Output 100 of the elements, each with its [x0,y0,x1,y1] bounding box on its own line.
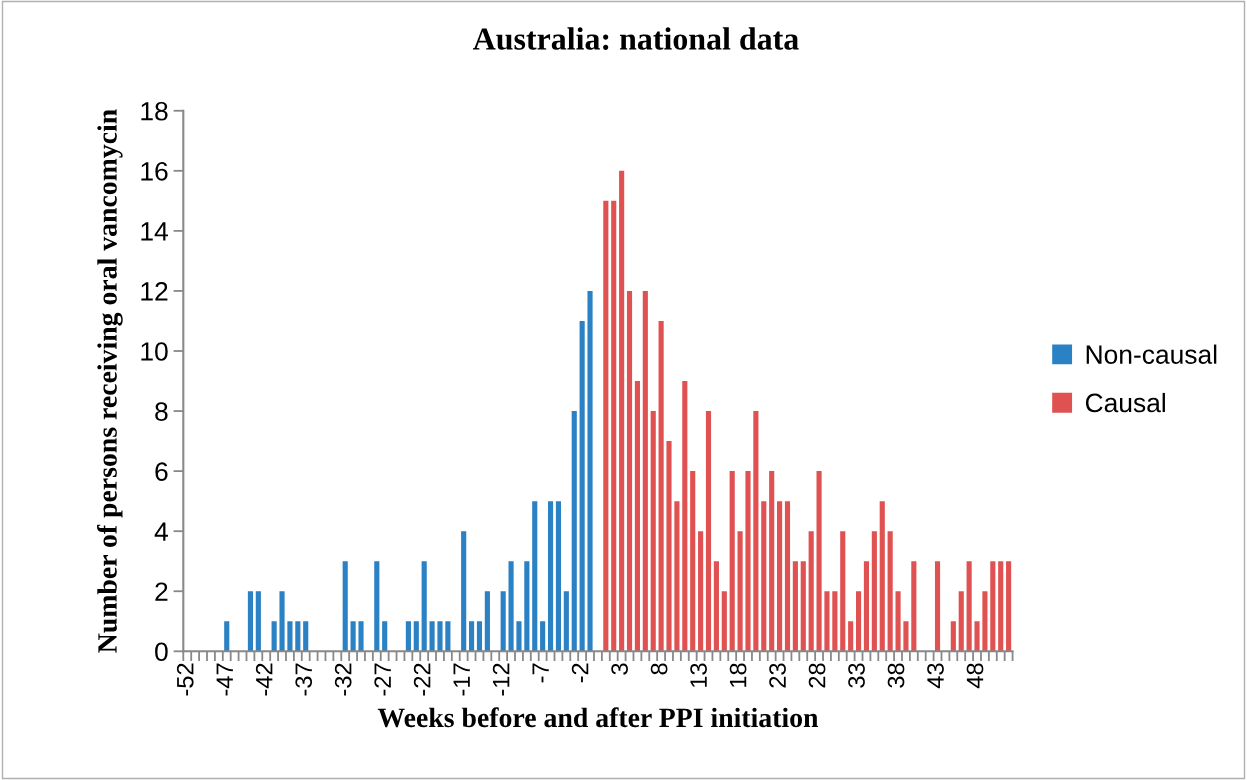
bar [690,471,696,652]
bar [295,621,301,652]
x-tick-label: 48 [966,663,984,689]
bar [287,621,293,652]
y-tick-label: 16 [141,161,168,181]
bar [903,621,909,652]
x-tick-label: -17 [453,663,470,696]
bar [658,320,664,652]
bar [761,501,767,652]
y-tick-label: 12 [141,282,168,301]
bar [547,501,554,652]
bar [224,621,230,652]
legend-label: Causal [1085,392,1165,413]
y-tick-label: 8 [155,402,168,421]
x-tick-label: 18 [729,663,747,687]
bar [271,621,277,652]
bar [824,591,830,652]
bar [729,471,735,652]
x-tick-label: -27 [374,663,391,696]
y-tick-label: 18 [141,101,168,121]
bar [1006,561,1012,652]
bar [650,411,656,652]
bar [516,621,522,652]
bar [358,621,364,652]
bar [713,561,719,652]
bar [982,591,988,652]
bar [421,561,427,652]
x-tick-label: 8 [650,663,668,675]
bar [674,501,680,652]
bar [255,591,261,652]
bar [508,561,514,652]
x-axis-title: Weeks before and after PPI initiation [377,707,819,728]
bar [998,561,1004,652]
bar [405,621,411,652]
x-tick-label: -42 [255,663,273,696]
bar [934,561,941,652]
bar [532,501,538,652]
y-tick-label: 0 [155,642,168,662]
bar [705,411,712,652]
bar [555,501,562,652]
bar [737,531,743,652]
x-tick-label: 38 [887,663,905,688]
bar [784,501,791,652]
bar [587,290,593,652]
x-tick-label: -47 [216,663,233,696]
x-tick-label: 13 [690,663,707,687]
bar [958,591,964,652]
x-tick-label: 28 [808,663,826,688]
bar [484,591,490,652]
bar [666,441,672,652]
bar [303,621,309,652]
bar [429,621,435,652]
x-tick-label: -2 [571,663,589,683]
bar [350,621,356,652]
bar [540,621,546,652]
bar [777,501,783,652]
bar [808,531,814,652]
bar [974,621,980,652]
bar [476,621,483,652]
bar [413,621,419,652]
y-tick-label: 10 [141,342,168,361]
bar [642,290,648,652]
bar [911,561,917,652]
bar [579,320,585,652]
bar [753,411,759,652]
bar [721,591,727,652]
bar [342,561,348,652]
bar [682,381,688,652]
x-tick-label: -7 [532,663,549,683]
bar [855,591,862,652]
bar [603,200,609,652]
bar [571,411,577,652]
bar [792,561,798,652]
y-tick-label: 14 [141,222,168,241]
x-tick-label: -32 [334,663,352,696]
bar [887,531,893,652]
y-tick-label: 6 [155,462,168,481]
bar [524,561,530,652]
x-tick-label: 3 [611,663,628,675]
bar [745,471,751,652]
bar [634,381,640,652]
x-tick-label: -52 [176,663,194,696]
x-tick-label: -37 [295,663,313,696]
bar [279,591,285,652]
bar [698,531,704,652]
bar [374,561,380,652]
bar [879,501,885,652]
bar [840,531,846,652]
x-tick-label: 33 [848,663,865,688]
bar [469,621,475,652]
bar [895,591,901,652]
bar [619,170,625,652]
bar [247,591,254,652]
bar [848,621,854,652]
bar [461,531,467,652]
bar [500,591,506,652]
bar [626,290,633,652]
legend-label: Non-causal [1086,344,1217,364]
bar [816,471,822,652]
bar [990,561,996,652]
